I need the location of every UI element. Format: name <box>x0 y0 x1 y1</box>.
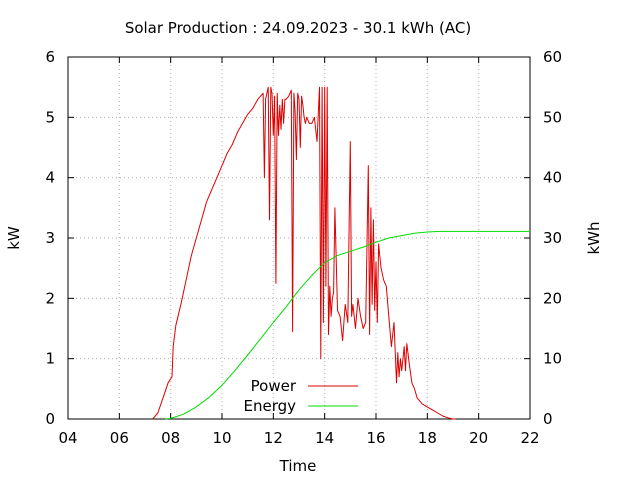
y-right-tick-label: 10 <box>543 350 562 368</box>
x-tick-label: 14 <box>315 429 334 447</box>
grid-lines <box>68 57 530 419</box>
chart-title: Solar Production : 24.09.2023 - 30.1 kWh… <box>125 19 471 37</box>
x-tick-label: 16 <box>366 429 385 447</box>
y-left-tick-label: 3 <box>45 229 55 247</box>
y-right-tick-label: 50 <box>543 108 562 126</box>
y-left-axis-label: kW <box>5 226 23 250</box>
x-tick-label: 06 <box>110 429 129 447</box>
legend: Power Energy <box>243 377 358 415</box>
x-axis-label: Time <box>279 457 317 475</box>
y-left-tick-label: 0 <box>45 410 55 428</box>
y-right-axis-label: kWh <box>585 221 603 254</box>
series-line-power <box>152 86 456 420</box>
x-tick-label: 10 <box>212 429 231 447</box>
y-right-tick-label: 20 <box>543 289 562 307</box>
y-right-tick-label: 30 <box>543 229 562 247</box>
y-left-tick-label: 4 <box>45 169 55 187</box>
x-tick-label: 22 <box>520 429 539 447</box>
x-tick-label: 04 <box>58 429 77 447</box>
y-left-tick-label: 2 <box>45 289 55 307</box>
x-tick-label: 12 <box>264 429 283 447</box>
y-right-axis-ticks: 0 10 20 30 40 50 60 <box>524 48 562 428</box>
y-left-tick-label: 5 <box>45 108 55 126</box>
x-tick-label: 20 <box>469 429 488 447</box>
series-line-energy <box>165 230 530 420</box>
legend-label-energy: Energy <box>243 397 296 415</box>
y-left-axis-ticks: 0 1 2 3 4 5 6 <box>45 48 74 428</box>
y-left-tick-label: 6 <box>45 48 55 66</box>
legend-label-power: Power <box>251 377 297 395</box>
x-tick-label: 18 <box>418 429 437 447</box>
x-tick-label: 08 <box>161 429 180 447</box>
series-lines <box>152 86 530 420</box>
y-left-tick-label: 1 <box>45 350 55 368</box>
y-right-tick-label: 0 <box>543 410 553 428</box>
y-right-tick-label: 60 <box>543 48 562 66</box>
x-axis-ticks: 04 06 08 10 12 14 16 18 20 22 <box>58 57 540 447</box>
y-right-tick-label: 40 <box>543 169 562 187</box>
